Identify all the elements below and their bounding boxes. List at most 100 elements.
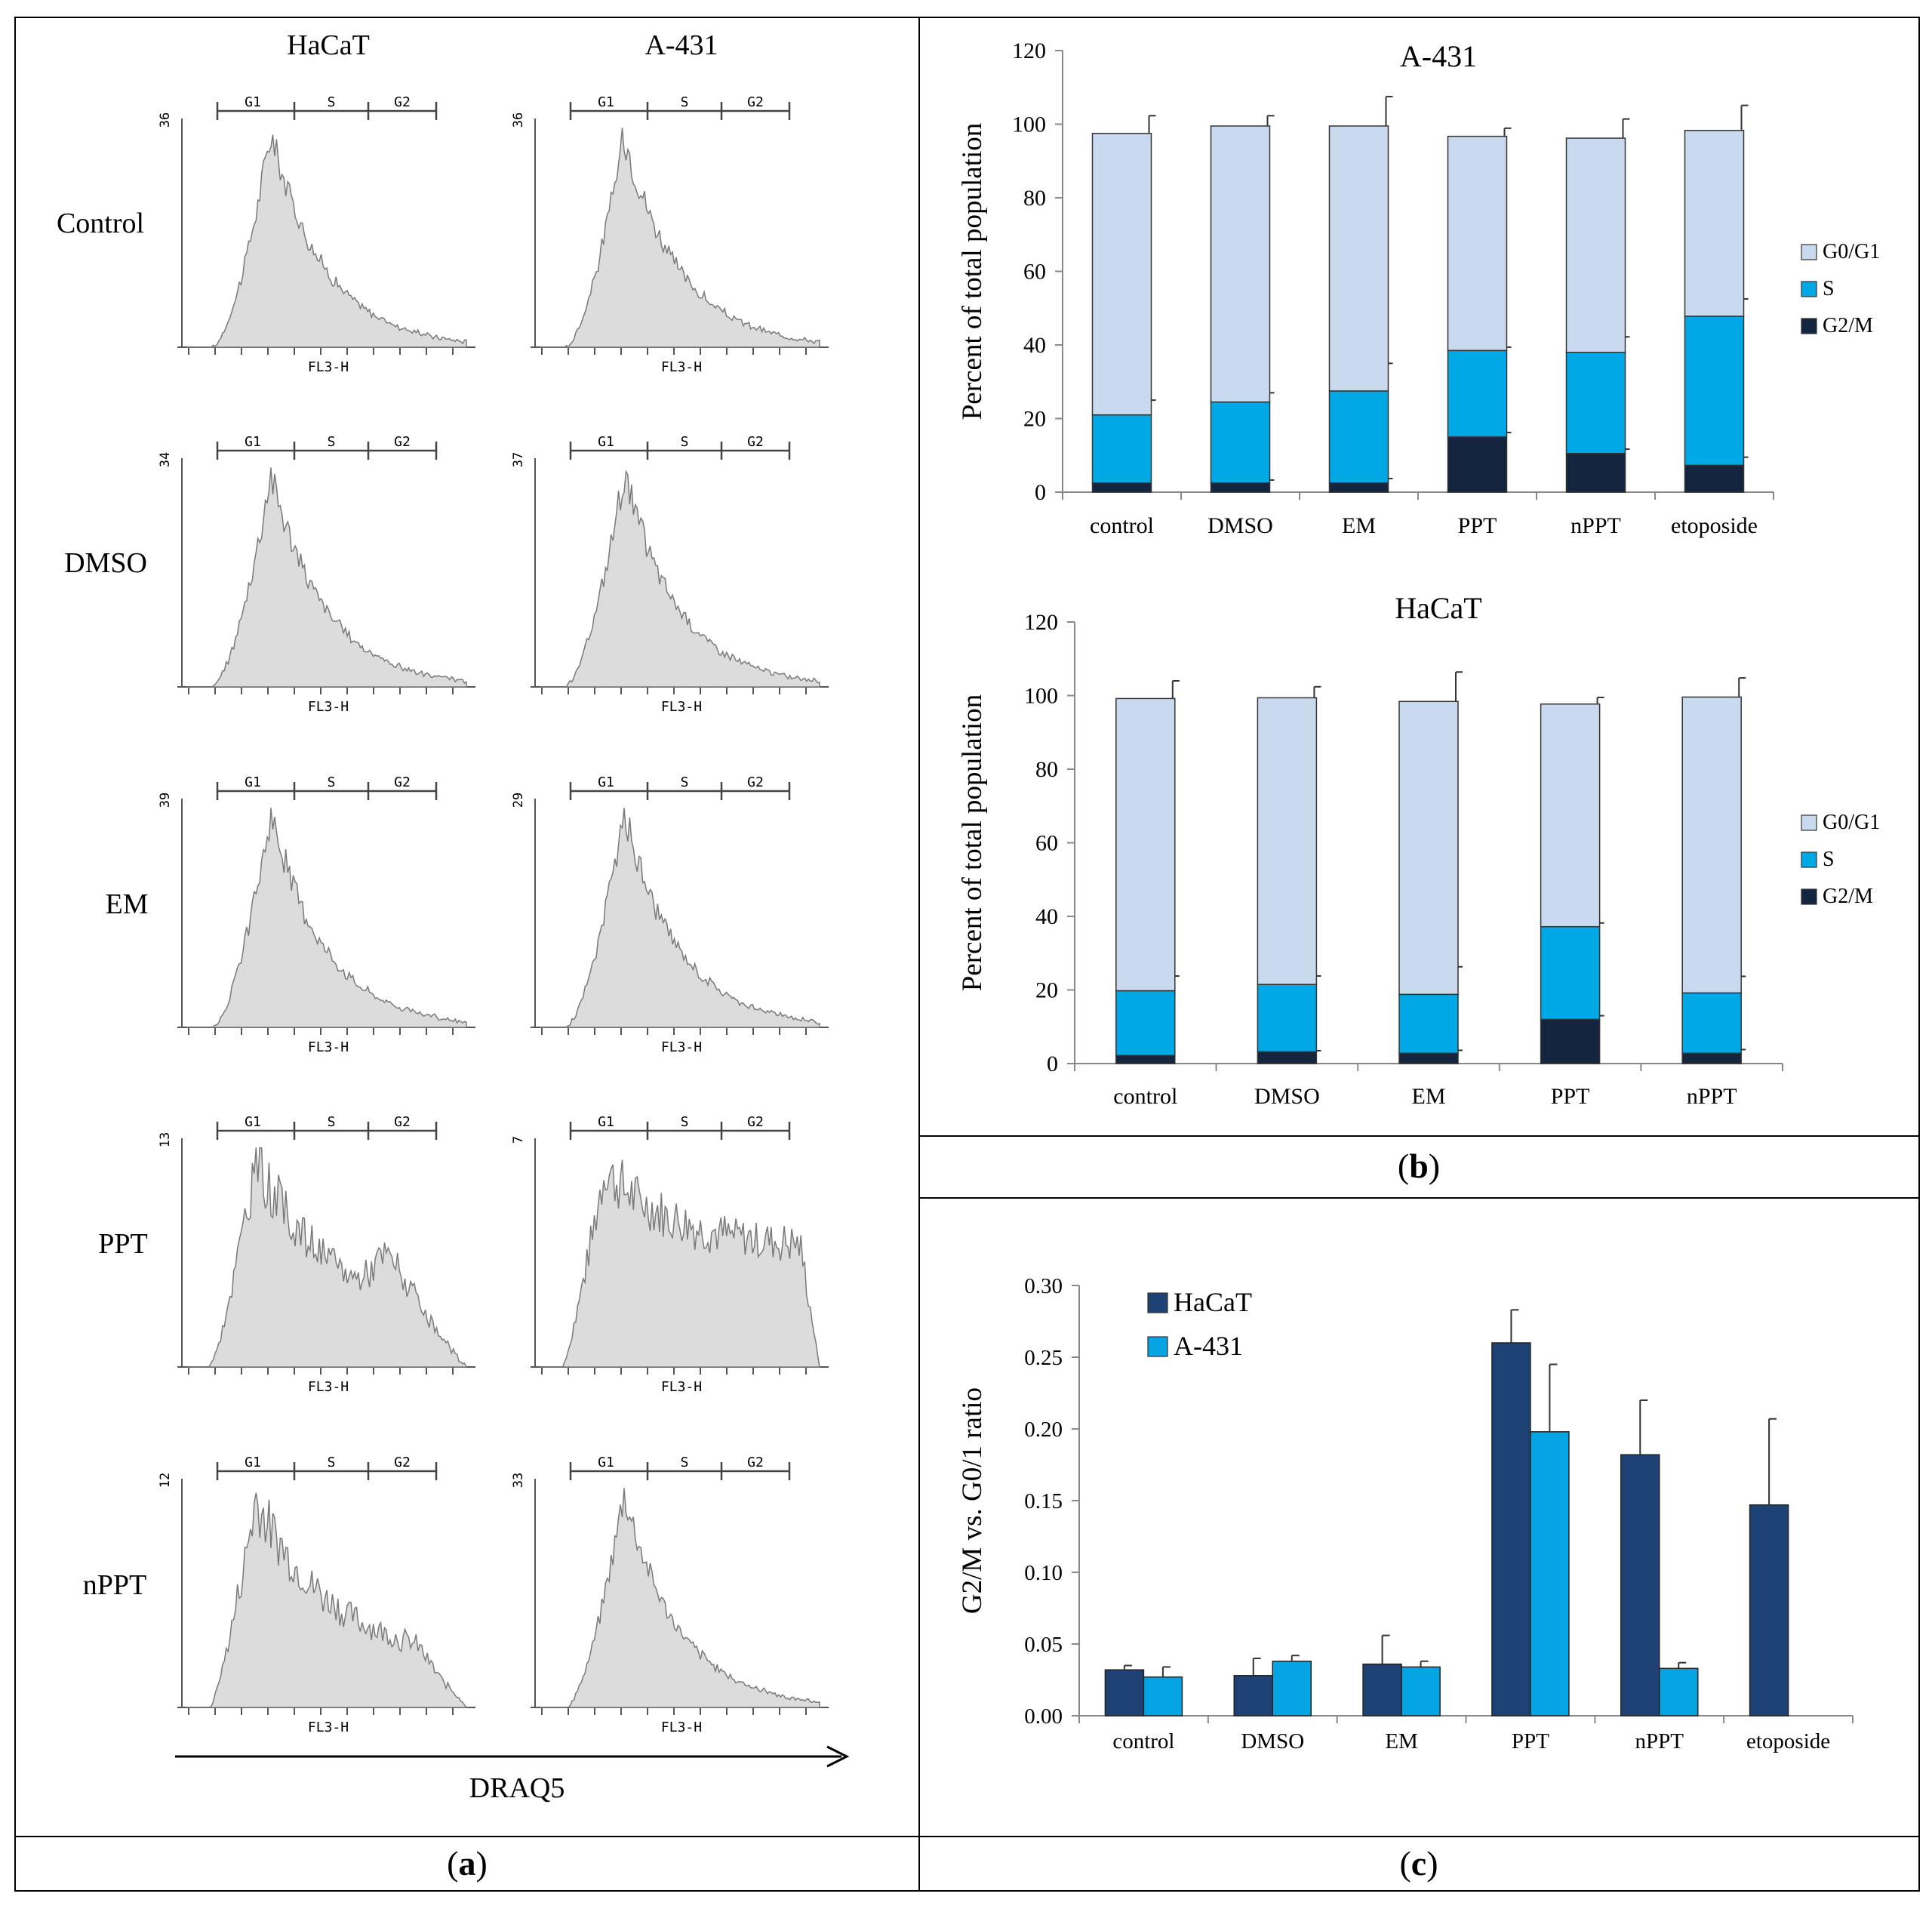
chart-b-hacat-cell-cycle: 0 20 40 60 80 100 120 control DMSO EM PPT nPPT Perce… [957,591,1880,1109]
gate-label-s: S [328,1114,336,1130]
bar-s-nppt [1565,352,1626,454]
histogram-dmso-a-431: G1 S G2 37 FL3-H [511,434,829,715]
bar-g2-m-dmso [1210,482,1271,493]
gate-label-g2: G2 [394,434,411,450]
histogram-control-a-431: G1 S G2 36 FL3-H [511,94,829,375]
y-tick-label: 80 [1023,186,1046,211]
bar-a-431-em [1401,1666,1441,1716]
bar-s-em [1328,390,1389,484]
gate-label-g2: G2 [747,1114,764,1130]
histogram-ymax-label: 36 [158,112,173,128]
histogram-ymax-label: 13 [158,1132,173,1147]
histogram-ppt-hacat: G1 S G2 13 FL3-H [158,1114,475,1395]
histogram-ymax-label: 39 [158,793,173,808]
x-tick-label-ppt: PPT [1512,1729,1549,1753]
gate-label-s: S [681,774,689,790]
histogram-ymax-label: 36 [511,112,526,128]
row-label-em: EM [106,888,149,920]
gate-label-s: S [681,1455,689,1470]
gate-label-g1: G1 [598,1114,614,1130]
bar-a-431-nppt [1659,1667,1699,1716]
y-tick-label: 0.15 [1024,1489,1063,1513]
bar-hacat-etoposide [1749,1504,1789,1716]
bar-g0-g1-dmso [1257,697,1318,985]
x-tick-label-ppt: PPT [1458,513,1497,538]
legend-swatch-s [1801,281,1817,297]
histogram-x-label: FL3-H [661,1720,702,1735]
y-tick-label: 40 [1035,904,1058,929]
y-tick-label: 60 [1023,260,1046,285]
histogram-curve [187,1147,468,1368]
y-tick-label: 20 [1035,978,1058,1003]
x-tick-label-em: EM [1412,1084,1446,1109]
bar-g0-g1-nppt [1681,696,1742,994]
histogram-ymax-label: 12 [158,1473,173,1488]
y-tick-label: 0.00 [1024,1704,1063,1729]
x-tick-label-nppt: nPPT [1571,513,1621,538]
x-tick-label-control: control [1112,1729,1174,1753]
panel-label-c: (c) [1399,1844,1438,1883]
gate-label-s: S [681,94,689,110]
legend-swatch-a-431 [1147,1336,1168,1357]
legend-label-g0-g1: G0/G1 [1823,811,1880,834]
histogram-x-label: FL3-H [661,359,702,375]
panel-label-a: (a) [447,1844,488,1883]
bar-g0-g1-ppt [1447,135,1508,352]
bar-a-431-ppt [1530,1431,1570,1716]
bar-g2-m-nppt [1565,453,1626,493]
gate-label-g1: G1 [245,434,261,450]
bar-s-ppt [1447,349,1508,438]
figure-frame [14,17,1920,1892]
bar-g0-g1-nppt [1565,137,1626,353]
x-tick-label-nppt: nPPT [1687,1084,1737,1109]
histogram-x-label: FL3-H [308,1379,349,1395]
bar-g2-m-em [1328,482,1389,493]
y-tick-label: 100 [1012,112,1046,137]
gate-label-g1: G1 [598,1455,614,1470]
legend-label-a-431: A-431 [1174,1331,1243,1361]
bar-hacat-dmso [1233,1675,1273,1716]
bar-g2-m-nppt [1681,1052,1742,1064]
legend-label-g2-m: G2/M [1823,885,1873,908]
panel-label-b: (b) [1398,1147,1440,1185]
y-tick-label: 0 [1035,480,1046,505]
histogram-ymax-label: 34 [158,452,173,467]
y-tick-label: 20 [1023,407,1046,432]
bar-hacat-ppt [1491,1342,1531,1716]
bar-a-431-dmso [1272,1661,1312,1716]
gate-label-g1: G1 [245,1455,261,1470]
bar-g2-m-em [1398,1052,1459,1064]
legend-swatch-s [1801,851,1817,868]
legend-label-s: S [1823,848,1835,871]
x-tick-label-dmso: DMSO [1254,1084,1320,1109]
y-tick-label: 0.25 [1024,1346,1063,1370]
y-tick-label: 80 [1035,757,1058,782]
y-tick-label: 0.30 [1024,1274,1063,1298]
histogram-curve [540,128,820,349]
bar-s-control [1115,990,1176,1057]
bar-hacat-em [1362,1663,1402,1716]
histogram-ymax-label: 33 [511,1473,526,1488]
histogram-ppt-a-431: G1 S G2 7 FL3-H [511,1114,829,1395]
y-tick-label: 0.05 [1024,1633,1063,1657]
bar-s-em [1398,993,1459,1055]
legend-swatch-g0-g1 [1801,244,1817,260]
draq5-label: DRAQ5 [469,1772,565,1804]
panel-a-histograms: HaCaT A-431 Control DMSO EM PPT nPPT G1 S… [57,29,850,1804]
gate-label-g2: G2 [747,94,764,110]
histogram-x-label: FL3-H [661,699,702,715]
histogram-curve [540,470,820,688]
gate-label-g2: G2 [394,1455,411,1470]
y-axis-label: Percent of total population [957,123,988,420]
histogram-dmso-hacat: G1 S G2 34 FL3-H [158,434,475,715]
gate-label-g2: G2 [747,1455,764,1470]
gate-label-g1: G1 [245,94,261,110]
bar-g2-m-control [1115,1055,1176,1064]
histogram-curve [187,1492,468,1708]
histogram-control-hacat: G1 S G2 36 FL3-H [158,94,475,375]
gate-label-g2: G2 [747,434,764,450]
chart-c-g2m-g01-ratio: 0.00 0.05 0.10 0.15 0.20 0.25 0.30 control DMSO E… [957,1274,1854,1753]
gate-label-g1: G1 [598,94,614,110]
y-tick-label: 0.20 [1024,1418,1063,1442]
